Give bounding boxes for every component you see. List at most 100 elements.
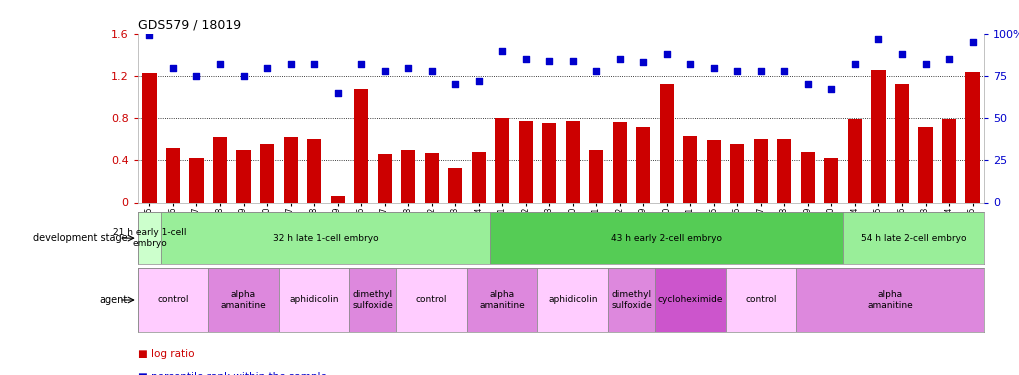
Bar <box>396 268 467 332</box>
Bar <box>377 154 391 203</box>
Text: aphidicolin: aphidicolin <box>289 296 338 304</box>
Bar <box>683 136 697 202</box>
Point <box>869 36 886 42</box>
Point <box>963 39 979 45</box>
Text: 54 h late 2-cell embryo: 54 h late 2-cell embryo <box>860 234 966 243</box>
Point <box>517 56 533 62</box>
Text: control: control <box>157 296 189 304</box>
Point <box>565 58 581 64</box>
Point <box>729 68 745 74</box>
Text: GDS579 / 18019: GDS579 / 18019 <box>138 18 240 31</box>
Point <box>212 61 228 67</box>
Bar <box>283 137 298 202</box>
Point <box>493 48 510 54</box>
Point <box>235 73 252 79</box>
Bar <box>490 212 843 264</box>
Text: 32 h late 1-cell embryo: 32 h late 1-cell embryo <box>273 234 378 243</box>
Text: development stage: development stage <box>33 233 127 243</box>
Point <box>611 56 628 62</box>
Bar <box>447 168 462 202</box>
Point <box>142 33 158 39</box>
Text: ■ log ratio: ■ log ratio <box>138 350 194 359</box>
Bar <box>260 144 274 202</box>
Text: control: control <box>745 296 775 304</box>
Point <box>399 64 416 70</box>
Point <box>306 61 322 67</box>
Bar <box>307 139 321 202</box>
Bar <box>467 268 537 332</box>
Text: 21 h early 1-cell
embryо: 21 h early 1-cell embryо <box>112 228 186 248</box>
Point <box>282 61 299 67</box>
Bar <box>208 268 278 332</box>
Point <box>423 68 439 74</box>
Bar <box>278 268 348 332</box>
Bar <box>566 121 579 202</box>
Point <box>893 51 909 57</box>
Point <box>259 64 275 70</box>
Bar <box>138 212 161 264</box>
Point <box>353 61 369 67</box>
Bar <box>870 70 884 202</box>
Bar <box>894 84 908 203</box>
Text: cycloheximide: cycloheximide <box>657 296 722 304</box>
Bar <box>143 73 156 202</box>
Bar <box>612 122 627 202</box>
Text: agent: agent <box>99 295 127 305</box>
Point <box>446 81 463 87</box>
Bar <box>942 119 955 202</box>
Point <box>658 51 675 57</box>
Point <box>540 58 556 64</box>
Text: dimethyl
sulfoxide: dimethyl sulfoxide <box>610 290 651 310</box>
Bar <box>518 121 532 202</box>
Bar <box>796 268 983 332</box>
Bar <box>847 119 861 202</box>
Bar <box>636 127 650 202</box>
Bar <box>471 152 485 202</box>
Bar <box>494 118 508 202</box>
Bar <box>330 196 344 202</box>
Bar <box>823 158 838 203</box>
Point <box>635 59 651 65</box>
Bar <box>776 139 791 202</box>
Bar <box>965 72 978 202</box>
Text: alpha
amanitine: alpha amanitine <box>866 290 912 310</box>
Text: alpha
amanitine: alpha amanitine <box>479 290 525 310</box>
Bar <box>354 88 368 202</box>
Text: dimethyl
sulfoxide: dimethyl sulfoxide <box>353 290 393 310</box>
Point <box>470 78 486 84</box>
Bar <box>843 212 983 264</box>
Bar <box>190 158 204 203</box>
Bar <box>730 144 744 202</box>
Bar <box>348 268 396 332</box>
Text: control: control <box>416 296 447 304</box>
Point <box>329 90 345 96</box>
Text: ■ percentile rank within the sample: ■ percentile rank within the sample <box>138 372 326 375</box>
Point <box>940 56 956 62</box>
Point <box>799 81 815 87</box>
Point <box>682 61 698 67</box>
Point <box>846 61 862 67</box>
Bar <box>607 268 654 332</box>
Bar <box>213 137 227 202</box>
Point <box>916 61 932 67</box>
Point <box>752 68 768 74</box>
Bar <box>236 150 251 202</box>
Bar <box>800 152 814 202</box>
Point <box>822 87 839 93</box>
Point <box>588 68 604 74</box>
Point <box>165 64 181 70</box>
Bar <box>725 268 796 332</box>
Text: 43 h early 2-cell embryo: 43 h early 2-cell embryo <box>610 234 721 243</box>
Bar <box>659 84 674 203</box>
Bar <box>400 150 415 202</box>
Point <box>376 68 392 74</box>
Bar <box>424 153 438 203</box>
Bar <box>917 127 931 202</box>
Bar <box>706 140 720 202</box>
Point <box>775 68 792 74</box>
Text: aphidicolin: aphidicolin <box>547 296 597 304</box>
Bar <box>654 268 725 332</box>
Bar <box>138 268 208 332</box>
Bar <box>166 148 180 202</box>
Bar <box>161 212 490 264</box>
